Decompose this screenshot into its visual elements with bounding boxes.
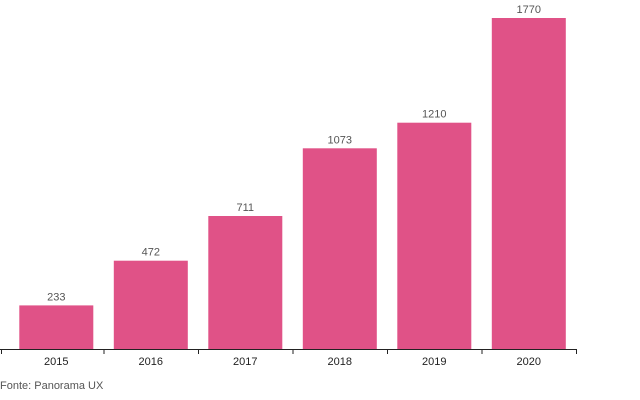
bar-2016 (113, 260, 188, 349)
bar-2015 (19, 305, 94, 349)
value-label-2020: 1770 (517, 4, 541, 16)
x-axis-tick-labels-group: 2015 2016 2017 2018 2019 2020 (44, 356, 541, 368)
value-label-2018: 1073 (328, 134, 352, 146)
value-label-2017: 711 (237, 202, 255, 214)
x-tick-label-2019: 2019 (422, 356, 446, 368)
bar-2020 (491, 18, 566, 349)
value-label-2016: 472 (142, 247, 160, 259)
value-labels-group: 233 472 711 1073 1210 1770 (47, 4, 541, 303)
x-tick-label-2015: 2015 (44, 356, 68, 368)
bars-group (19, 18, 566, 349)
x-axis-ticks-group (1, 349, 577, 354)
bar-2019 (397, 122, 472, 349)
x-tick-label-2020: 2020 (517, 356, 541, 368)
bar-2018 (302, 148, 377, 349)
x-tick-label-2016: 2016 (139, 356, 163, 368)
bar-2017 (208, 216, 283, 349)
x-tick-label-2017: 2017 (233, 356, 257, 368)
source-note: Fonte: Panorama UX (0, 380, 104, 392)
value-label-2015: 233 (47, 291, 65, 303)
value-label-2019: 1210 (422, 109, 446, 121)
x-tick-label-2018: 2018 (328, 356, 352, 368)
